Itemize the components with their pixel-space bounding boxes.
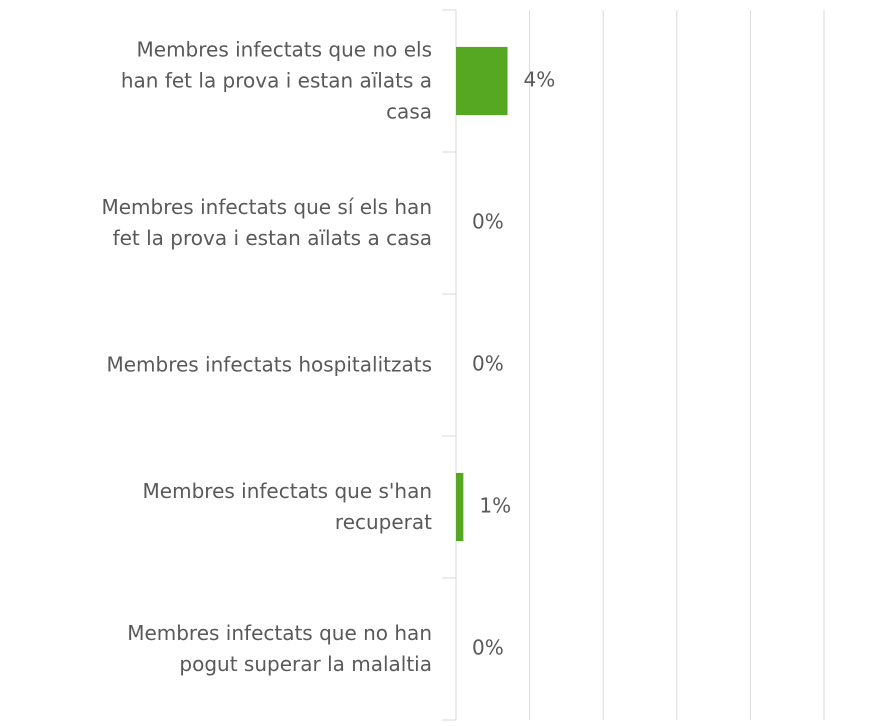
bar [456,46,508,116]
data-label: 4% [524,68,556,92]
data-label: 0% [472,210,504,234]
category-label: Membres infectats que no els han fet la … [120,37,432,124]
category-label: Membres infectats que sí els han fet la … [101,195,432,250]
bar [456,472,464,542]
data-label: 1% [479,494,511,518]
category-label: Membres infectats hospitalitzats [106,352,432,377]
data-label: 0% [472,352,504,376]
data-label: 0% [472,636,504,660]
category-label: Membres infectats que s'han recuperat [142,479,432,534]
category-label: Membres infectats que no han pogut super… [127,621,432,676]
